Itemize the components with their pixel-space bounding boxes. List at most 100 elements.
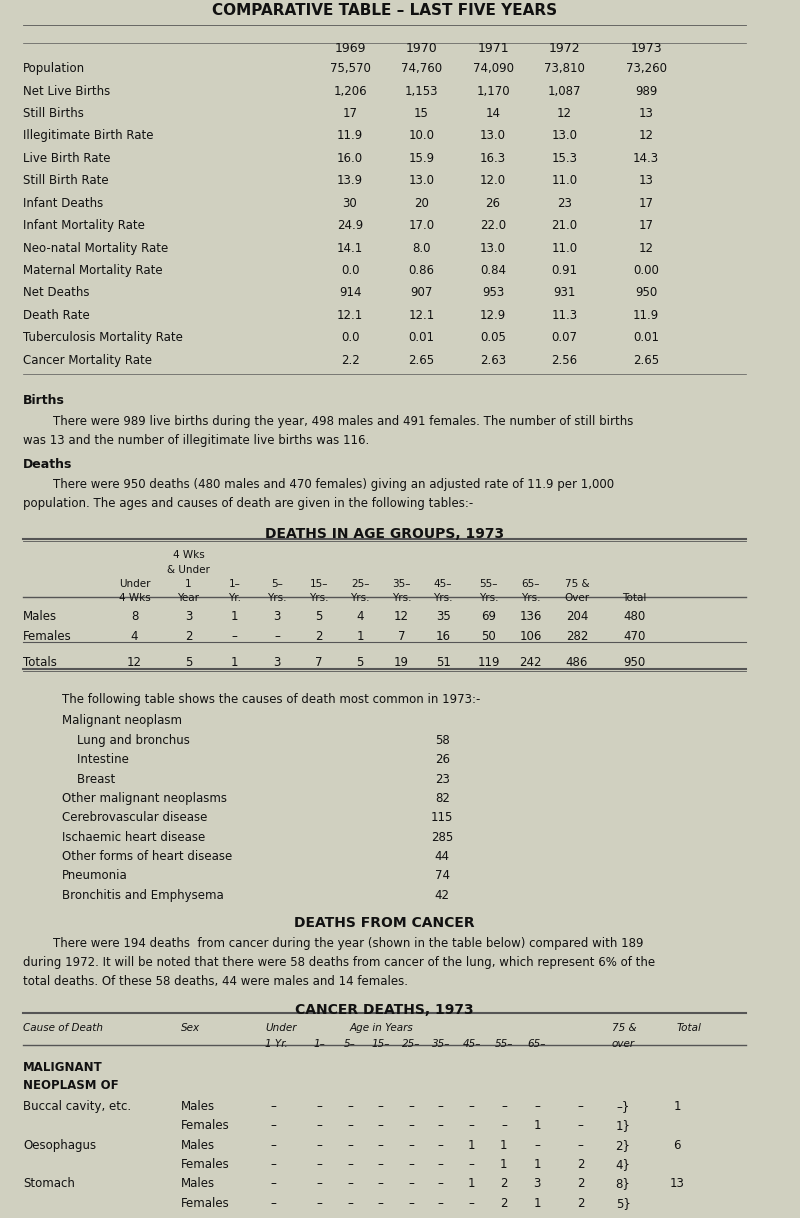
- Text: Sex: Sex: [181, 1023, 200, 1033]
- Text: Age in Years: Age in Years: [350, 1023, 414, 1033]
- Text: Neo-natal Mortality Rate: Neo-natal Mortality Rate: [23, 241, 168, 255]
- Text: 11.9: 11.9: [337, 129, 363, 143]
- Text: –: –: [469, 1196, 474, 1209]
- Text: There were 950 deaths (480 males and 470 females) giving an adjusted rate of 11.: There were 950 deaths (480 males and 470…: [23, 477, 614, 491]
- Text: –: –: [409, 1158, 414, 1170]
- Text: 42: 42: [435, 889, 450, 901]
- Text: 1970: 1970: [406, 41, 438, 55]
- Text: 1 Yr.: 1 Yr.: [266, 1039, 288, 1049]
- Text: –: –: [409, 1178, 414, 1190]
- Text: 8.0: 8.0: [412, 241, 431, 255]
- Text: Total: Total: [677, 1023, 702, 1033]
- Text: Births: Births: [23, 395, 65, 408]
- Text: –: –: [316, 1139, 322, 1151]
- Text: Tuberculosis Mortality Rate: Tuberculosis Mortality Rate: [23, 331, 183, 345]
- Text: 65–: 65–: [522, 579, 540, 590]
- Text: Yrs.: Yrs.: [392, 593, 411, 603]
- Text: Net Deaths: Net Deaths: [23, 286, 90, 300]
- Text: 11.3: 11.3: [551, 309, 578, 322]
- Text: 2: 2: [315, 630, 323, 643]
- Text: 950: 950: [635, 286, 658, 300]
- Text: 3: 3: [534, 1178, 541, 1190]
- Text: Cerebrovascular disease: Cerebrovascular disease: [62, 811, 207, 825]
- Text: –: –: [438, 1178, 444, 1190]
- Text: –: –: [409, 1100, 414, 1113]
- Text: 1–: 1–: [314, 1039, 325, 1049]
- Text: 1: 1: [534, 1119, 541, 1133]
- Text: 1: 1: [534, 1196, 541, 1209]
- Text: 5: 5: [185, 657, 192, 670]
- Text: Oesophagus: Oesophagus: [23, 1139, 96, 1151]
- Text: Infant Mortality Rate: Infant Mortality Rate: [23, 219, 145, 233]
- Text: DEATHS IN AGE GROUPS, 1973: DEATHS IN AGE GROUPS, 1973: [265, 527, 504, 541]
- Text: –: –: [409, 1139, 414, 1151]
- Text: 2}: 2}: [616, 1139, 630, 1151]
- Text: Cancer Mortality Rate: Cancer Mortality Rate: [23, 353, 152, 367]
- Text: 2.65: 2.65: [633, 353, 659, 367]
- Text: Still Births: Still Births: [23, 107, 84, 121]
- Text: 0.00: 0.00: [634, 264, 659, 276]
- Text: 1: 1: [534, 1158, 541, 1170]
- Text: There were 989 live births during the year, 498 males and 491 females. The numbe: There were 989 live births during the ye…: [23, 415, 634, 428]
- Text: 5–: 5–: [271, 579, 283, 590]
- Text: MALIGNANT: MALIGNANT: [23, 1061, 103, 1074]
- Text: –: –: [409, 1196, 414, 1209]
- Text: –: –: [578, 1119, 584, 1133]
- Text: –: –: [270, 1119, 276, 1133]
- Text: Under: Under: [266, 1023, 297, 1033]
- Text: 0.01: 0.01: [633, 331, 659, 345]
- Text: 931: 931: [554, 286, 576, 300]
- Text: Yrs.: Yrs.: [521, 593, 541, 603]
- Text: 15.3: 15.3: [552, 152, 578, 164]
- Text: 5: 5: [356, 657, 364, 670]
- Text: 0.0: 0.0: [341, 331, 359, 345]
- Text: 2: 2: [500, 1178, 508, 1190]
- Text: 2: 2: [185, 630, 192, 643]
- Text: 17: 17: [342, 107, 358, 121]
- Text: 1: 1: [231, 657, 238, 670]
- Text: 58: 58: [435, 734, 450, 747]
- Text: 16.0: 16.0: [337, 152, 363, 164]
- Text: Lung and bronchus: Lung and bronchus: [62, 734, 190, 747]
- Text: Still Birth Rate: Still Birth Rate: [23, 174, 109, 188]
- Text: 1: 1: [356, 630, 364, 643]
- Text: –: –: [438, 1196, 444, 1209]
- Text: –: –: [501, 1119, 507, 1133]
- Text: 25–: 25–: [350, 579, 370, 590]
- Text: DEATHS FROM CANCER: DEATHS FROM CANCER: [294, 916, 475, 931]
- Text: 14: 14: [486, 107, 501, 121]
- Text: –: –: [270, 1139, 276, 1151]
- Text: –: –: [469, 1119, 474, 1133]
- Text: 0.0: 0.0: [341, 264, 359, 276]
- Text: 69: 69: [481, 609, 496, 622]
- Text: 285: 285: [431, 831, 454, 844]
- Text: 1973: 1973: [630, 41, 662, 55]
- Text: 136: 136: [520, 609, 542, 622]
- Text: 17.0: 17.0: [409, 219, 434, 233]
- Text: –: –: [438, 1100, 444, 1113]
- Text: 4: 4: [131, 630, 138, 643]
- Text: 106: 106: [520, 630, 542, 643]
- Text: 2: 2: [577, 1196, 585, 1209]
- Text: –: –: [316, 1178, 322, 1190]
- Text: Maternal Mortality Rate: Maternal Mortality Rate: [23, 264, 162, 276]
- Text: –: –: [316, 1196, 322, 1209]
- Text: 2.56: 2.56: [551, 353, 578, 367]
- Text: 0.91: 0.91: [551, 264, 578, 276]
- Text: 0.01: 0.01: [409, 331, 434, 345]
- Text: Males: Males: [23, 609, 58, 622]
- Text: 2: 2: [500, 1196, 508, 1209]
- Text: 2: 2: [577, 1178, 585, 1190]
- Text: Malignant neoplasm: Malignant neoplasm: [62, 714, 182, 726]
- Text: 44: 44: [435, 850, 450, 864]
- Text: –: –: [378, 1119, 384, 1133]
- Text: Yrs.: Yrs.: [478, 593, 498, 603]
- Text: –: –: [534, 1100, 540, 1113]
- Text: 13: 13: [638, 174, 654, 188]
- Text: Population: Population: [23, 62, 86, 76]
- Text: 13.0: 13.0: [480, 241, 506, 255]
- Text: 1–: 1–: [229, 579, 241, 590]
- Text: –: –: [469, 1100, 474, 1113]
- Text: –: –: [274, 630, 280, 643]
- Text: Breast: Breast: [62, 772, 114, 786]
